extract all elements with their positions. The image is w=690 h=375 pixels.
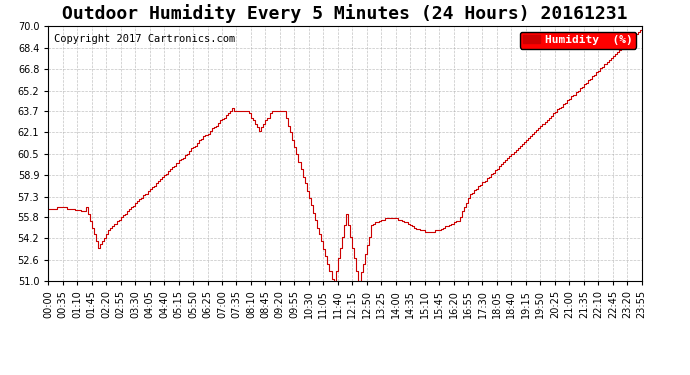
Legend: Humidity  (%): Humidity (%) — [520, 32, 636, 48]
Text: Copyright 2017 Cartronics.com: Copyright 2017 Cartronics.com — [55, 34, 235, 44]
Title: Outdoor Humidity Every 5 Minutes (24 Hours) 20161231: Outdoor Humidity Every 5 Minutes (24 Hou… — [62, 4, 628, 23]
